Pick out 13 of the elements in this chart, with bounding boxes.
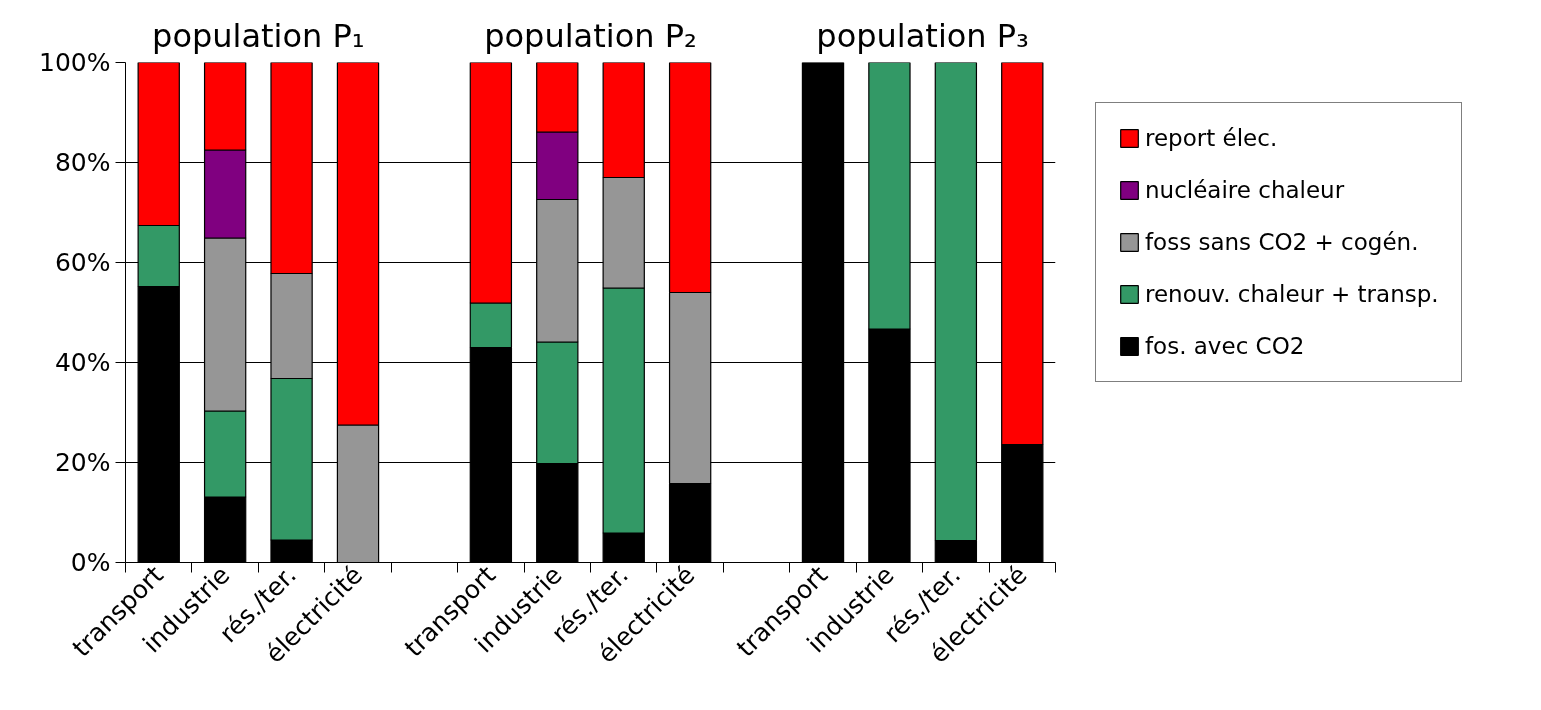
text: population P₃ bbox=[816, 16, 1029, 55]
y-tick-label: 80% bbox=[54, 148, 111, 177]
legend-label: report élec. bbox=[1145, 125, 1278, 151]
y-tick-label: 100% bbox=[39, 48, 111, 77]
legend-label: foss sans CO2 + cogén. bbox=[1145, 229, 1419, 255]
legend-label: renouv. chaleur + transp. bbox=[1145, 281, 1439, 307]
text: population P₁ bbox=[152, 16, 365, 55]
y-tick-label: 60% bbox=[54, 248, 111, 277]
y-tick-label: 20% bbox=[54, 448, 111, 477]
legend-label: nucléaire chaleur bbox=[1145, 177, 1345, 203]
text: population P₂ bbox=[484, 16, 697, 55]
legend-label: fos. avec CO2 bbox=[1145, 333, 1305, 359]
y-tick-label: 40% bbox=[54, 348, 111, 377]
